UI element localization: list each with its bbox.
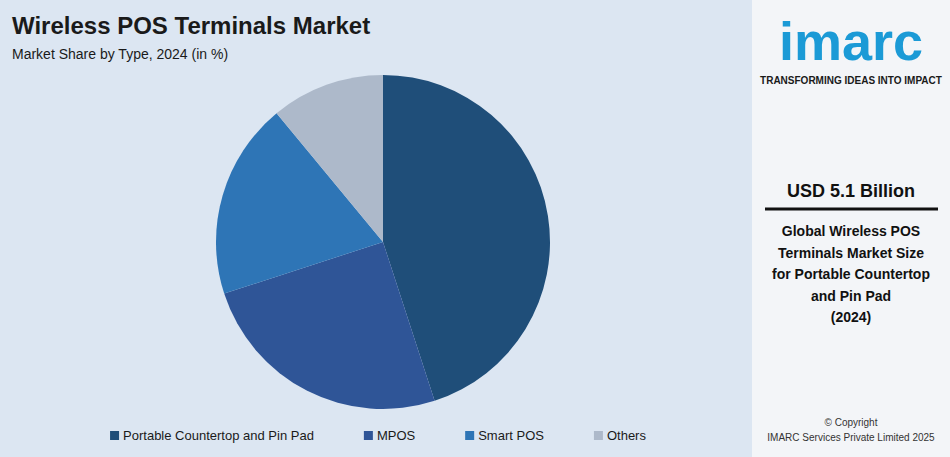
description-line: Global Wireless POS: [782, 223, 920, 239]
pie: [216, 75, 550, 409]
chart-background: [0, 0, 752, 457]
divider: [765, 208, 938, 211]
pie-slice: [277, 75, 383, 242]
copyright-line: IMARC Services Private Limited 2025: [767, 432, 935, 443]
legend-label: Portable Countertop and Pin Pad: [123, 428, 314, 443]
logo: imarc: [779, 11, 923, 71]
description-line: and Pin Pad: [811, 288, 891, 304]
description-line: Terminals Market Size: [778, 245, 924, 261]
legend-swatch: [364, 431, 373, 440]
subtitle: Market Share by Type, 2024 (in %): [12, 46, 228, 62]
legend: Portable Countertop and Pin Pad MPOS Smart…: [110, 428, 646, 443]
legend-swatch: [594, 431, 603, 440]
headline: USD 5.1 Billion: [787, 181, 915, 201]
legend-label: Smart POS: [478, 428, 544, 443]
legend-swatch: [465, 431, 474, 440]
sidebar-background: [752, 0, 950, 457]
description-line: for Portable Countertop: [772, 266, 930, 282]
title: Wireless POS Terminals Market: [12, 12, 370, 39]
legend-label: Others: [607, 428, 647, 443]
copyright-line: © Copyright: [825, 417, 878, 428]
legend-label: MPOS: [377, 428, 416, 443]
tagline: TRANSFORMING IDEAS INTO IMPACT: [760, 75, 942, 86]
description-line: (2024): [831, 309, 871, 325]
legend-swatch: [110, 431, 119, 440]
